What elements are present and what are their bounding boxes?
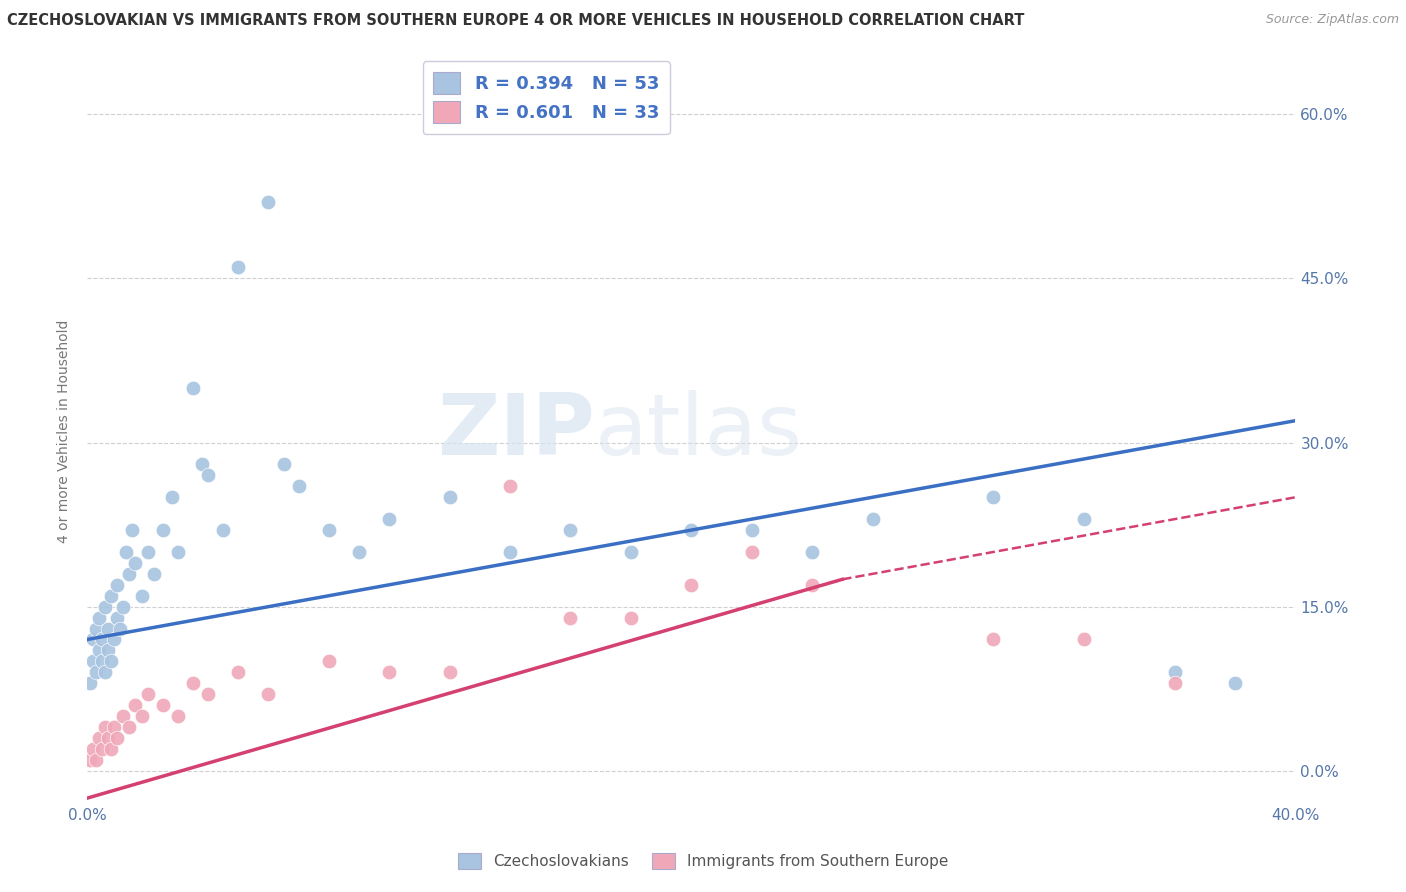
Point: [91, 632, 114, 647]
Point: [801, 545, 824, 559]
Point: [439, 490, 461, 504]
Point: [112, 709, 135, 723]
Point: [94, 665, 117, 680]
Point: [620, 545, 643, 559]
Point: [84, 622, 107, 636]
Point: [862, 512, 884, 526]
Point: [152, 523, 174, 537]
Point: [181, 676, 204, 690]
Point: [212, 523, 235, 537]
Point: [681, 578, 703, 592]
Point: [89, 731, 111, 745]
Point: [91, 742, 114, 756]
Point: [1223, 676, 1246, 690]
Point: [741, 523, 763, 537]
Point: [131, 589, 153, 603]
Point: [181, 381, 204, 395]
Point: [82, 654, 104, 668]
Point: [318, 523, 340, 537]
Point: [82, 632, 104, 647]
Point: [97, 643, 120, 657]
Point: [620, 610, 643, 624]
Point: [91, 654, 114, 668]
Point: [100, 742, 122, 756]
Point: [560, 610, 582, 624]
Point: [983, 632, 1005, 647]
Point: [1163, 665, 1185, 680]
Point: [1073, 512, 1095, 526]
Point: [94, 599, 117, 614]
Point: [84, 753, 107, 767]
Point: [439, 665, 461, 680]
Point: [136, 687, 159, 701]
Point: [131, 709, 153, 723]
Point: [226, 260, 249, 275]
Point: [499, 545, 522, 559]
Point: [197, 468, 219, 483]
Point: [103, 720, 125, 734]
Point: [1073, 632, 1095, 647]
Text: ZIP: ZIP: [437, 390, 595, 473]
Point: [257, 194, 280, 209]
Text: CZECHOSLOVAKIAN VS IMMIGRANTS FROM SOUTHERN EUROPE 4 OR MORE VEHICLES IN HOUSEHO: CZECHOSLOVAKIAN VS IMMIGRANTS FROM SOUTH…: [7, 13, 1025, 29]
Point: [97, 731, 120, 745]
Point: [97, 622, 120, 636]
Point: [105, 610, 128, 624]
Point: [378, 665, 401, 680]
Point: [94, 720, 117, 734]
Point: [118, 720, 141, 734]
Point: [166, 545, 188, 559]
Point: [105, 578, 128, 592]
Point: [112, 599, 135, 614]
Point: [100, 589, 122, 603]
Y-axis label: 4 or more Vehicles in Household: 4 or more Vehicles in Household: [58, 320, 72, 543]
Point: [118, 566, 141, 581]
Point: [560, 523, 582, 537]
Point: [801, 578, 824, 592]
Point: [121, 523, 143, 537]
Point: [983, 490, 1005, 504]
Point: [197, 687, 219, 701]
Point: [226, 665, 249, 680]
Point: [100, 654, 122, 668]
Text: Source: ZipAtlas.com: Source: ZipAtlas.com: [1265, 13, 1399, 27]
Point: [103, 632, 125, 647]
Point: [152, 698, 174, 713]
Point: [347, 545, 370, 559]
Point: [115, 545, 138, 559]
Point: [681, 523, 703, 537]
Point: [287, 479, 309, 493]
Point: [89, 610, 111, 624]
Point: [191, 458, 214, 472]
Point: [124, 698, 146, 713]
Point: [499, 479, 522, 493]
Point: [79, 676, 101, 690]
Point: [124, 556, 146, 570]
Legend: Czechoslovakians, Immigrants from Southern Europe: Czechoslovakians, Immigrants from Southe…: [451, 847, 955, 875]
Point: [105, 731, 128, 745]
Point: [136, 545, 159, 559]
Point: [257, 687, 280, 701]
Point: [84, 665, 107, 680]
Point: [160, 490, 183, 504]
Point: [1163, 676, 1185, 690]
Point: [89, 643, 111, 657]
Point: [82, 742, 104, 756]
Text: atlas: atlas: [595, 390, 803, 473]
Point: [318, 654, 340, 668]
Point: [110, 622, 132, 636]
Legend: R = 0.394   N = 53, R = 0.601   N = 33: R = 0.394 N = 53, R = 0.601 N = 33: [423, 62, 671, 134]
Point: [273, 458, 295, 472]
Point: [79, 753, 101, 767]
Point: [378, 512, 401, 526]
Point: [166, 709, 188, 723]
Point: [741, 545, 763, 559]
Point: [142, 566, 165, 581]
